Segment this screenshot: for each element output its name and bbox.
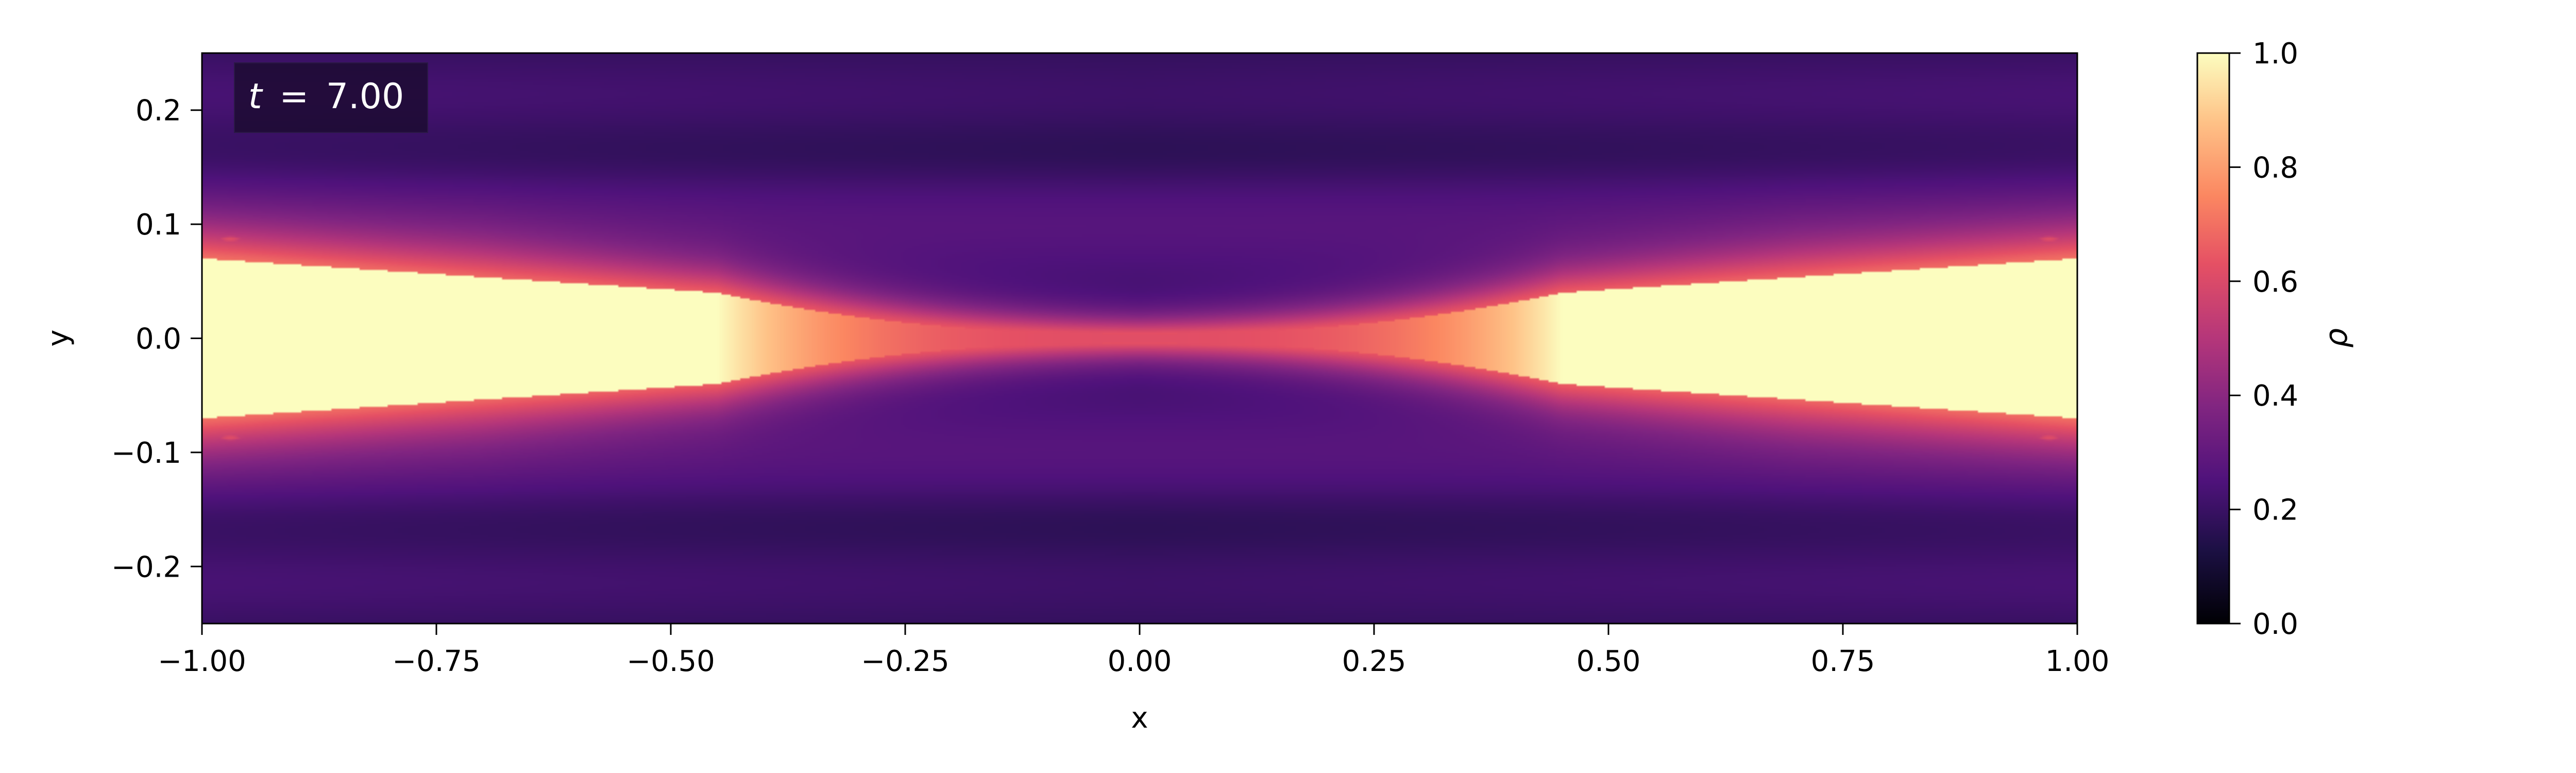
colorbar-gradient — [2196, 52, 2230, 625]
time-annotation: t = 7.00 — [234, 62, 428, 133]
time-annotation-text: t = 7.00 — [248, 76, 404, 117]
y-tick-label: 0.0 — [135, 323, 181, 356]
time-annotation-box — [234, 62, 428, 133]
colorbar-tick-label: 0.6 — [2252, 265, 2298, 299]
x-tick-label: 1.00 — [2045, 645, 2110, 678]
y-tick-label: −0.2 — [111, 550, 181, 584]
colorbar-ticks: 0.0 0.2 0.4 0.6 0.8 1.0 — [2229, 37, 2298, 641]
y-tick-label: 0.1 — [135, 208, 181, 242]
x-tick-label: 0.75 — [1811, 645, 1875, 678]
x-tick-label: 0.25 — [1342, 645, 1406, 678]
colorbar-tick-label: 0.4 — [2252, 379, 2298, 413]
colorbar-tick-label: 1.0 — [2252, 37, 2298, 71]
colorbar-tick-label: 0.2 — [2252, 494, 2298, 527]
y-axis-label: y — [42, 329, 75, 346]
colorbar: 0.0 0.2 0.4 0.6 0.8 1.0 ρ — [2196, 37, 2354, 641]
x-axis-label: x — [1131, 701, 1148, 735]
colorbar-tick-label: 0.8 — [2252, 151, 2298, 184]
y-tick-label: −0.1 — [111, 436, 181, 470]
x-tick-label: −1.00 — [158, 645, 246, 678]
y-tick-label: 0.2 — [135, 94, 181, 128]
x-tick-label: −0.75 — [392, 645, 481, 678]
heatmap-area — [202, 53, 2077, 624]
colorbar-tick-label: 0.0 — [2252, 608, 2298, 641]
time-symbol: t — [248, 76, 263, 117]
time-value: 7.00 — [326, 76, 404, 117]
x-tick-label: 0.00 — [1108, 645, 1172, 678]
x-axis-ticks: −1.00 −0.75 −0.50 −0.25 0.00 0.25 0.50 0.75 1.00 — [158, 624, 2109, 678]
time-equals: = — [279, 76, 309, 117]
density-field-image — [202, 53, 2077, 624]
colorbar-label: ρ — [2318, 328, 2354, 348]
x-tick-label: −0.50 — [626, 645, 715, 678]
x-tick-label: 0.50 — [1577, 645, 1641, 678]
y-axis-ticks: −0.2 −0.1 0.0 0.1 0.2 — [111, 94, 202, 584]
x-tick-label: −0.25 — [861, 645, 950, 678]
